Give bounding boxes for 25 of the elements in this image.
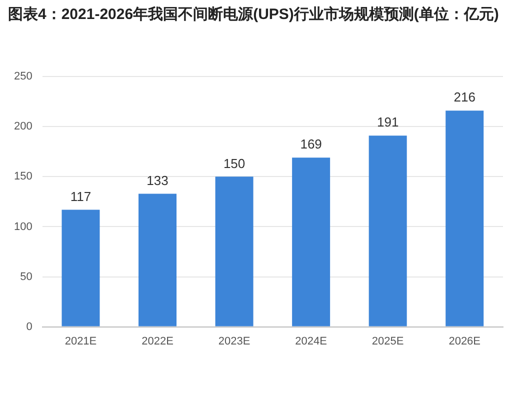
bar	[292, 158, 330, 326]
bar	[368, 136, 407, 326]
chart-title: 图表4：2021-2026年我国不间断电源(UPS)行业市场规模预测(单位：亿元)	[8, 5, 500, 25]
x-tick-label: 2022E	[142, 335, 174, 348]
bar	[446, 110, 484, 326]
y-tick-label: 50	[20, 270, 32, 283]
y-tick-label: 200	[14, 120, 32, 133]
data-label: 169	[300, 136, 322, 152]
y-tick-label: 250	[14, 70, 32, 83]
y-tick-label: 150	[14, 170, 32, 183]
data-label: 191	[376, 114, 399, 130]
bar	[215, 176, 254, 326]
data-label: 133	[146, 172, 168, 188]
x-tick-label: 2025E	[372, 335, 404, 348]
x-tick-label: 2023E	[218, 335, 250, 348]
data-label: 150	[223, 156, 246, 171]
bar	[62, 210, 100, 326]
y-tick-label: 100	[14, 220, 32, 233]
data-label: 117	[70, 188, 92, 204]
x-tick-label: 2026E	[448, 335, 481, 348]
bar	[138, 194, 177, 326]
x-tick-label: 2024E	[295, 335, 327, 348]
x-tick-label: 2021E	[64, 335, 97, 348]
data-label: 216	[454, 90, 476, 105]
y-tick-label: 0	[26, 320, 32, 333]
